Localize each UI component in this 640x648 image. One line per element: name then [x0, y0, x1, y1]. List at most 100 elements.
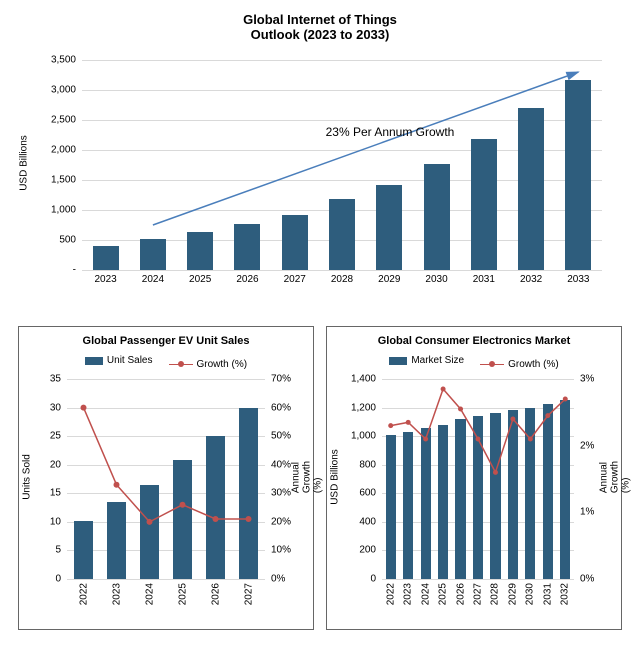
line-marker: [441, 387, 446, 392]
y-tick-right: 2%: [574, 440, 594, 451]
iot-outlook-chart: Global Internet of Things Outlook (2023 …: [18, 8, 622, 308]
y-tick-right: 0%: [574, 574, 594, 585]
plot-area: 02004006008001,0001,2001,4000%1%2%3%2022…: [382, 379, 574, 579]
page: Global Internet of Things Outlook (2023 …: [0, 0, 640, 648]
y-tick: 35: [50, 374, 67, 385]
y-axis-label-left: Units Sold: [22, 454, 33, 500]
y-tick: 200: [359, 545, 382, 556]
x-tick: 2025: [438, 579, 449, 605]
line-marker: [81, 405, 87, 411]
legend-item-bar: Unit Sales: [85, 355, 153, 366]
y-tick: 0: [370, 574, 382, 585]
y-axis-label-right: Annual Growth (%): [599, 461, 632, 493]
x-tick: 2029: [378, 270, 400, 285]
y-tick-right: 0%: [265, 574, 285, 585]
gridline: [67, 579, 265, 580]
line-marker: [147, 519, 153, 525]
y-tick-right: 40%: [265, 459, 291, 470]
x-tick: 2027: [284, 270, 306, 285]
line-marker: [114, 482, 120, 488]
line-marker: [406, 420, 411, 425]
y-tick: 20: [50, 459, 67, 470]
line-marker: [180, 502, 186, 508]
y-tick-right: 50%: [265, 431, 291, 442]
y-tick-right: 1%: [574, 507, 594, 518]
chart-title: Global Consumer Electronics Market: [327, 335, 621, 347]
y-tick: 0: [55, 574, 67, 585]
y-tick: 3,000: [51, 85, 82, 96]
ev-sales-chart: Global Passenger EV Unit Sales Unit Sale…: [18, 326, 314, 630]
legend: Market Size Growth (%): [327, 355, 621, 370]
legend-item-line: Growth (%): [480, 359, 559, 370]
y-tick: 1,000: [51, 205, 82, 216]
y-axis-label-right: Annual Growth (%): [291, 461, 324, 493]
line-series: [382, 379, 574, 579]
x-tick: 2023: [95, 270, 117, 285]
line-marker: [563, 397, 568, 402]
x-tick: 2032: [520, 270, 542, 285]
x-tick: 2028: [490, 579, 501, 605]
y-tick: 25: [50, 431, 67, 442]
line-marker: [510, 417, 515, 422]
chart-title: Global Passenger EV Unit Sales: [19, 335, 313, 347]
line-marker: [246, 516, 252, 522]
consumer-electronics-chart: Global Consumer Electronics Market Marke…: [326, 326, 622, 630]
y-tick-right: 60%: [265, 402, 291, 413]
line-marker: [493, 470, 498, 475]
x-tick: 2031: [473, 270, 495, 285]
x-tick: 2027: [473, 579, 484, 605]
y-tick: 1,000: [351, 431, 382, 442]
x-tick: 2025: [177, 579, 188, 605]
x-tick: 2026: [236, 270, 258, 285]
legend-item-bar: Market Size: [389, 355, 464, 366]
y-tick: 600: [359, 488, 382, 499]
line-marker: [458, 407, 463, 412]
x-tick: 2033: [567, 270, 589, 285]
plot-area: -5001,0001,5002,0002,5003,0003,500202320…: [82, 60, 602, 270]
y-tick: 800: [359, 459, 382, 470]
x-tick: 2025: [189, 270, 211, 285]
x-tick: 2023: [403, 579, 414, 605]
x-tick: 2032: [560, 579, 571, 605]
growth-annotation: 23% Per Annum Growth: [326, 125, 455, 139]
line-marker: [476, 437, 481, 442]
y-tick-right: 20%: [265, 516, 291, 527]
legend: Unit Sales Growth (%): [19, 355, 313, 370]
x-tick: 2023: [111, 579, 122, 605]
y-tick-right: 10%: [265, 545, 291, 556]
y-tick: 400: [359, 516, 382, 527]
y-tick-right: 30%: [265, 488, 291, 499]
line-marker: [528, 437, 533, 442]
x-tick: 2030: [525, 579, 536, 605]
x-tick: 2027: [243, 579, 254, 605]
x-tick: 2022: [78, 579, 89, 605]
line-marker: [388, 423, 393, 428]
x-tick: 2022: [385, 579, 396, 605]
x-tick: 2028: [331, 270, 353, 285]
y-tick: 2,000: [51, 145, 82, 156]
x-tick: 2024: [420, 579, 431, 605]
y-tick-right: 3%: [574, 374, 594, 385]
line-series: [67, 379, 265, 579]
y-tick: 10: [50, 516, 67, 527]
y-tick: 1,500: [51, 175, 82, 186]
y-tick-right: 70%: [265, 374, 291, 385]
legend-item-line: Growth (%): [169, 359, 248, 370]
y-axis-label-left: USD Billions: [330, 449, 341, 505]
y-tick: 30: [50, 402, 67, 413]
y-axis-label: USD Billions: [19, 135, 30, 191]
y-tick: 5: [55, 545, 67, 556]
x-tick: 2030: [425, 270, 447, 285]
x-tick: 2024: [144, 579, 155, 605]
chart-title-line2: Outlook (2023 to 2033): [251, 27, 390, 42]
y-tick: 1,200: [351, 402, 382, 413]
y-tick: 3,500: [51, 55, 82, 66]
chart-title-line1: Global Internet of Things: [243, 12, 397, 27]
line-marker: [545, 413, 550, 418]
growth-arrow: [82, 60, 602, 270]
y-tick: 1,400: [351, 374, 382, 385]
plot-area: 051015202530350%10%20%30%40%50%60%70%202…: [67, 379, 265, 579]
y-tick: 15: [50, 488, 67, 499]
x-tick: 2026: [455, 579, 466, 605]
y-tick: 500: [59, 235, 82, 246]
